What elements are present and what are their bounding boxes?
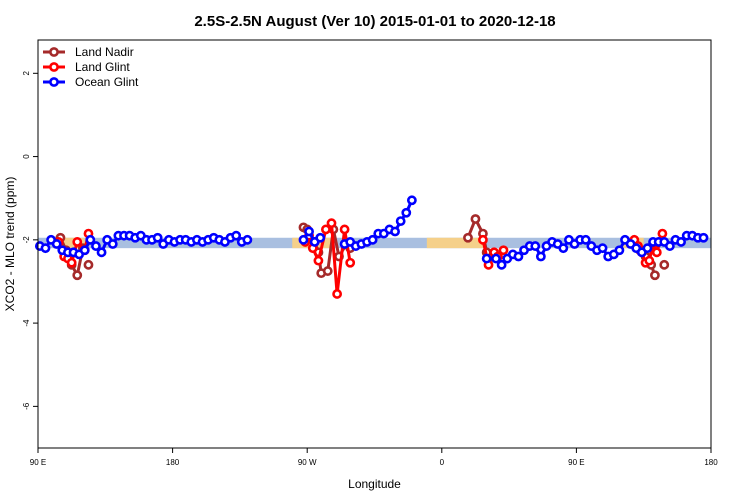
data-point-2-2-11 (401, 207, 412, 218)
range-band-3 (426, 237, 483, 249)
y-tick-label-1: -4 (22, 319, 31, 327)
legend-label-0: Land Nadir (75, 45, 134, 59)
y-axis: -6 -4 -2 0 2 (22, 71, 38, 410)
data-point-2-3-17 (580, 234, 591, 245)
x-tick-label-2: 90 W (298, 458, 317, 467)
series-layer (34, 195, 709, 299)
data-point-0-3-1 (470, 214, 481, 224)
data-point-2-3-20 (597, 243, 608, 254)
data-point-2-0-11 (96, 247, 107, 258)
data-point-2-1-3 (315, 232, 326, 243)
data-point-1-1-8 (345, 257, 356, 268)
data-point-2-3-2 (496, 259, 507, 270)
data-point-1-3-4 (644, 255, 655, 266)
data-point-2-0-10 (91, 241, 101, 251)
data-point-2-0-21 (152, 232, 163, 243)
data-point-0-5-0 (659, 259, 670, 270)
data-point-0-4-4 (650, 270, 660, 281)
data-point-2-1-1 (304, 226, 314, 237)
range-band-1 (52, 237, 85, 249)
data-point-2-3-38 (698, 232, 709, 243)
x-tick-label-5: 180 (704, 458, 718, 467)
data-point-2-0-3 (51, 239, 62, 249)
data-point-2-2-12 (406, 195, 417, 206)
legend-marker-0 (49, 47, 59, 57)
data-point-1-2-4 (498, 245, 509, 256)
data-point-2-3-1 (491, 253, 501, 264)
x-tick-label-1: 180 (166, 458, 180, 467)
data-point-0-0-3 (72, 270, 83, 281)
data-point-2-3-8 (530, 241, 541, 251)
data-point-1-1-6 (332, 289, 343, 299)
data-point-2-0-37 (242, 234, 253, 245)
data-point-1-3-6 (651, 247, 662, 258)
data-point-2-3-9 (535, 251, 546, 262)
data-point-2-0-1 (40, 243, 51, 254)
data-point-1-2-0 (478, 234, 488, 245)
x-tick-label-0: 90 E (30, 458, 46, 467)
data-point-2-3-32 (664, 241, 675, 251)
data-point-2-0-13 (107, 239, 118, 249)
legend-label-1: Land Glint (75, 60, 130, 74)
data-point-1-3-7 (657, 228, 668, 239)
data-point-2-3-5 (513, 251, 524, 262)
data-point-2-2-9 (390, 226, 400, 237)
data-point-2-3-28 (642, 243, 653, 254)
x-tick-label-3: 0 (440, 458, 445, 467)
x-axis: 90 E 180 90 W 0 90 E 180 (30, 448, 718, 467)
data-point-2-3-13 (558, 243, 569, 254)
data-point-1-0-3 (66, 257, 77, 268)
data-point-2-0-35 (231, 230, 242, 241)
chart-title: 2.5S-2.5N August (Ver 10) 2015-01-01 to … (194, 13, 555, 30)
data-point-1-1-7 (339, 224, 350, 235)
data-point-1-1-4 (320, 224, 331, 235)
series-ocean-glint (34, 195, 709, 270)
data-point-2-3-0 (481, 253, 492, 264)
data-point-2-2-5 (367, 234, 378, 245)
y-tick-label-4: 2 (22, 71, 31, 76)
data-point-1-0-4 (72, 237, 83, 247)
x-tick-label-4: 90 E (568, 458, 584, 467)
data-point-1-1-5 (326, 218, 337, 229)
data-point-2-2-10 (395, 216, 406, 227)
plot-frame (37, 39, 712, 449)
data-point-0-2-5 (322, 266, 333, 276)
y-tick-label-0: -6 (22, 402, 31, 410)
y-tick-label-3: 0 (22, 154, 31, 159)
data-point-2-1-0 (298, 234, 309, 245)
legend-label-2: Ocean Glint (75, 75, 139, 89)
y-tick-label-2: -2 (22, 236, 31, 244)
data-point-2-3-34 (676, 237, 686, 247)
data-point-0-1-0 (83, 259, 94, 270)
data-point-2-0-8 (79, 245, 90, 256)
data-point-2-0-9 (85, 234, 96, 245)
data-point-1-1-3 (313, 255, 324, 266)
legend-marker-2 (49, 77, 59, 87)
data-point-2-3-23 (614, 245, 625, 256)
series-land-glint (53, 218, 668, 299)
legend-marker-1 (49, 62, 59, 72)
y-axis-label: XCO2 - MLO trend (ppm) (3, 177, 17, 312)
x-axis-label: Longitude (348, 477, 401, 491)
data-point-0-3-0 (463, 232, 473, 243)
